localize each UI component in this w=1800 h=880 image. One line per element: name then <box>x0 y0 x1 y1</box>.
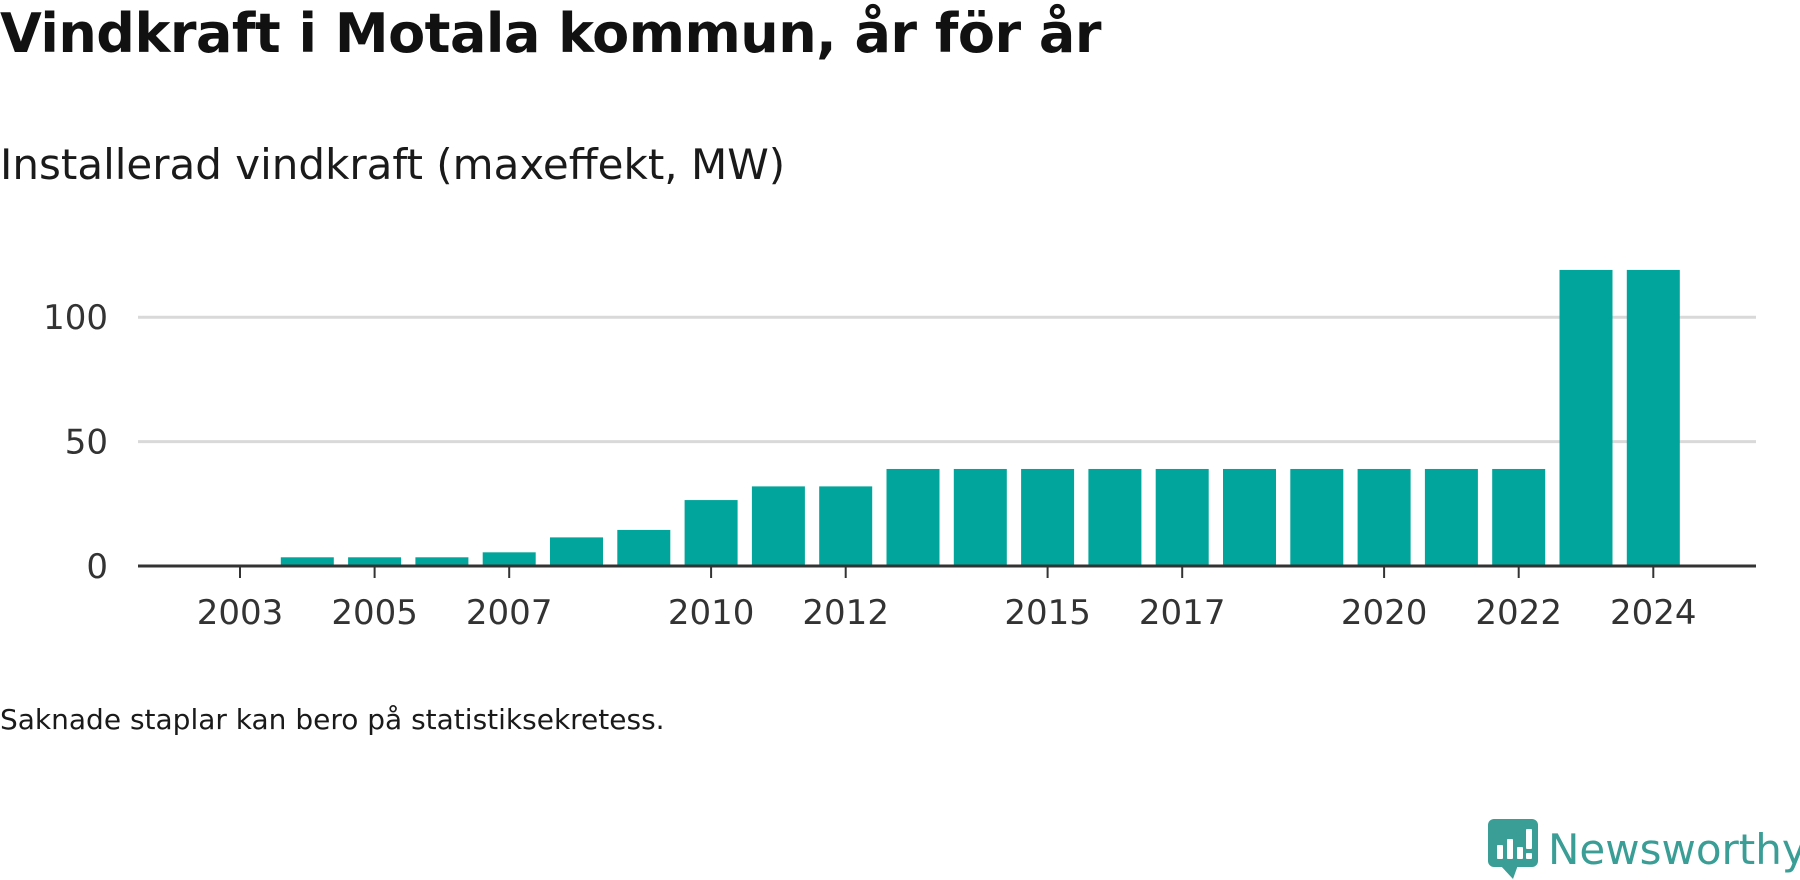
y-tick-label: 0 <box>86 547 108 587</box>
x-tick-label: 2022 <box>1475 593 1562 633</box>
bar-2007 <box>482 552 536 566</box>
bar-2021 <box>1424 468 1478 566</box>
bar-2008 <box>550 537 603 566</box>
bar-2005 <box>348 557 402 566</box>
chart-subtitle: Installerad vindkraft (maxeffekt, MW) <box>0 140 786 189</box>
x-tick-label: 2024 <box>1610 593 1697 633</box>
bar-2012 <box>819 486 873 566</box>
x-tick-label: 2012 <box>802 593 889 633</box>
bar-2023 <box>1559 269 1613 566</box>
newsworthy-logo-icon <box>1488 819 1538 879</box>
brand-name: Newsworthy <box>1548 824 1800 874</box>
bar-2011 <box>751 486 805 566</box>
bar-chart: 0 50 100 2003 2005 2007 2010 2012 2015 2017 2020 20… <box>43 269 1756 633</box>
bar-2022 <box>1492 468 1546 566</box>
bar-2010 <box>684 500 738 566</box>
bar-2018 <box>1223 468 1276 566</box>
footnote: Saknade staplar kan bero på statistiksek… <box>0 703 665 736</box>
bar-2015 <box>1021 468 1075 566</box>
x-tick-label: 2017 <box>1139 593 1226 633</box>
bar-2006 <box>415 557 469 566</box>
x-tick-label: 2020 <box>1341 593 1428 633</box>
bar-2020 <box>1357 468 1411 566</box>
x-tick-label: 2007 <box>466 593 553 633</box>
bar-2019 <box>1290 468 1344 566</box>
x-tick-label: 2003 <box>197 593 284 633</box>
x-tick-label: 2015 <box>1004 593 1091 633</box>
bar-2004 <box>280 557 334 566</box>
bar-2017 <box>1155 468 1209 566</box>
bar-2016 <box>1088 468 1142 566</box>
x-tick-label: 2010 <box>668 593 755 633</box>
y-tick-label: 50 <box>65 423 108 463</box>
x-tick-label: 2005 <box>331 593 418 633</box>
bar-2013 <box>886 468 940 566</box>
bar-2024 <box>1626 269 1680 566</box>
y-tick-label: 100 <box>43 298 108 338</box>
bar-2014 <box>953 468 1007 566</box>
bar-2009 <box>617 529 671 566</box>
newsworthy-logo[interactable]: Newsworthy <box>1488 818 1800 880</box>
chart-title: Vindkraft i Motala kommun, år för år <box>0 2 1101 65</box>
